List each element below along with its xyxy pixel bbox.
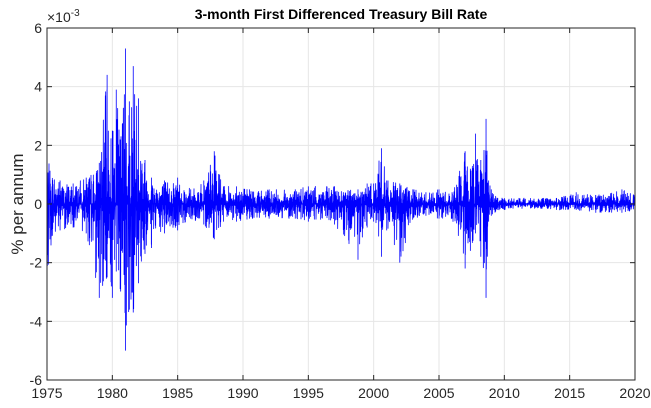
x-tick-label: 2000 [358,385,389,401]
x-axis-ticks: 1975 1980 1985 1990 1995 2000 2005 2010 2015 2020 [31,28,651,401]
x-tick-label: 1985 [162,385,193,401]
y-axis-multiplier-power: -3 [71,8,80,19]
y-tick-label: -2 [30,255,43,271]
x-tick-label: 2015 [554,385,585,401]
y-tick-label: 4 [34,79,42,95]
y-tick-label: -6 [30,372,43,388]
x-tick-label: 1995 [293,385,324,401]
y-tick-label: -4 [30,313,43,329]
y-axis-label: % per annum [8,153,27,254]
data-series [46,48,636,351]
y-tick-label: 0 [34,196,42,212]
y-axis-multiplier-base: ×10 [47,9,71,25]
x-tick-label: 2020 [619,385,650,401]
y-axis-ticks: -6 -4 -2 0 2 4 6 [30,20,635,388]
data-series-line [46,48,636,351]
y-tick-label: 2 [34,137,42,153]
x-tick-label: 1980 [97,385,128,401]
x-tick-label: 2005 [423,385,454,401]
y-tick-label: 6 [34,20,42,36]
x-tick-label: 1990 [227,385,258,401]
x-tick-label: 2010 [489,385,520,401]
y-axis-multiplier: ×10-3 [47,8,80,25]
x-tick-label: 1975 [31,385,62,401]
chart-title: 3-month First Differenced Treasury Bill … [195,6,488,22]
